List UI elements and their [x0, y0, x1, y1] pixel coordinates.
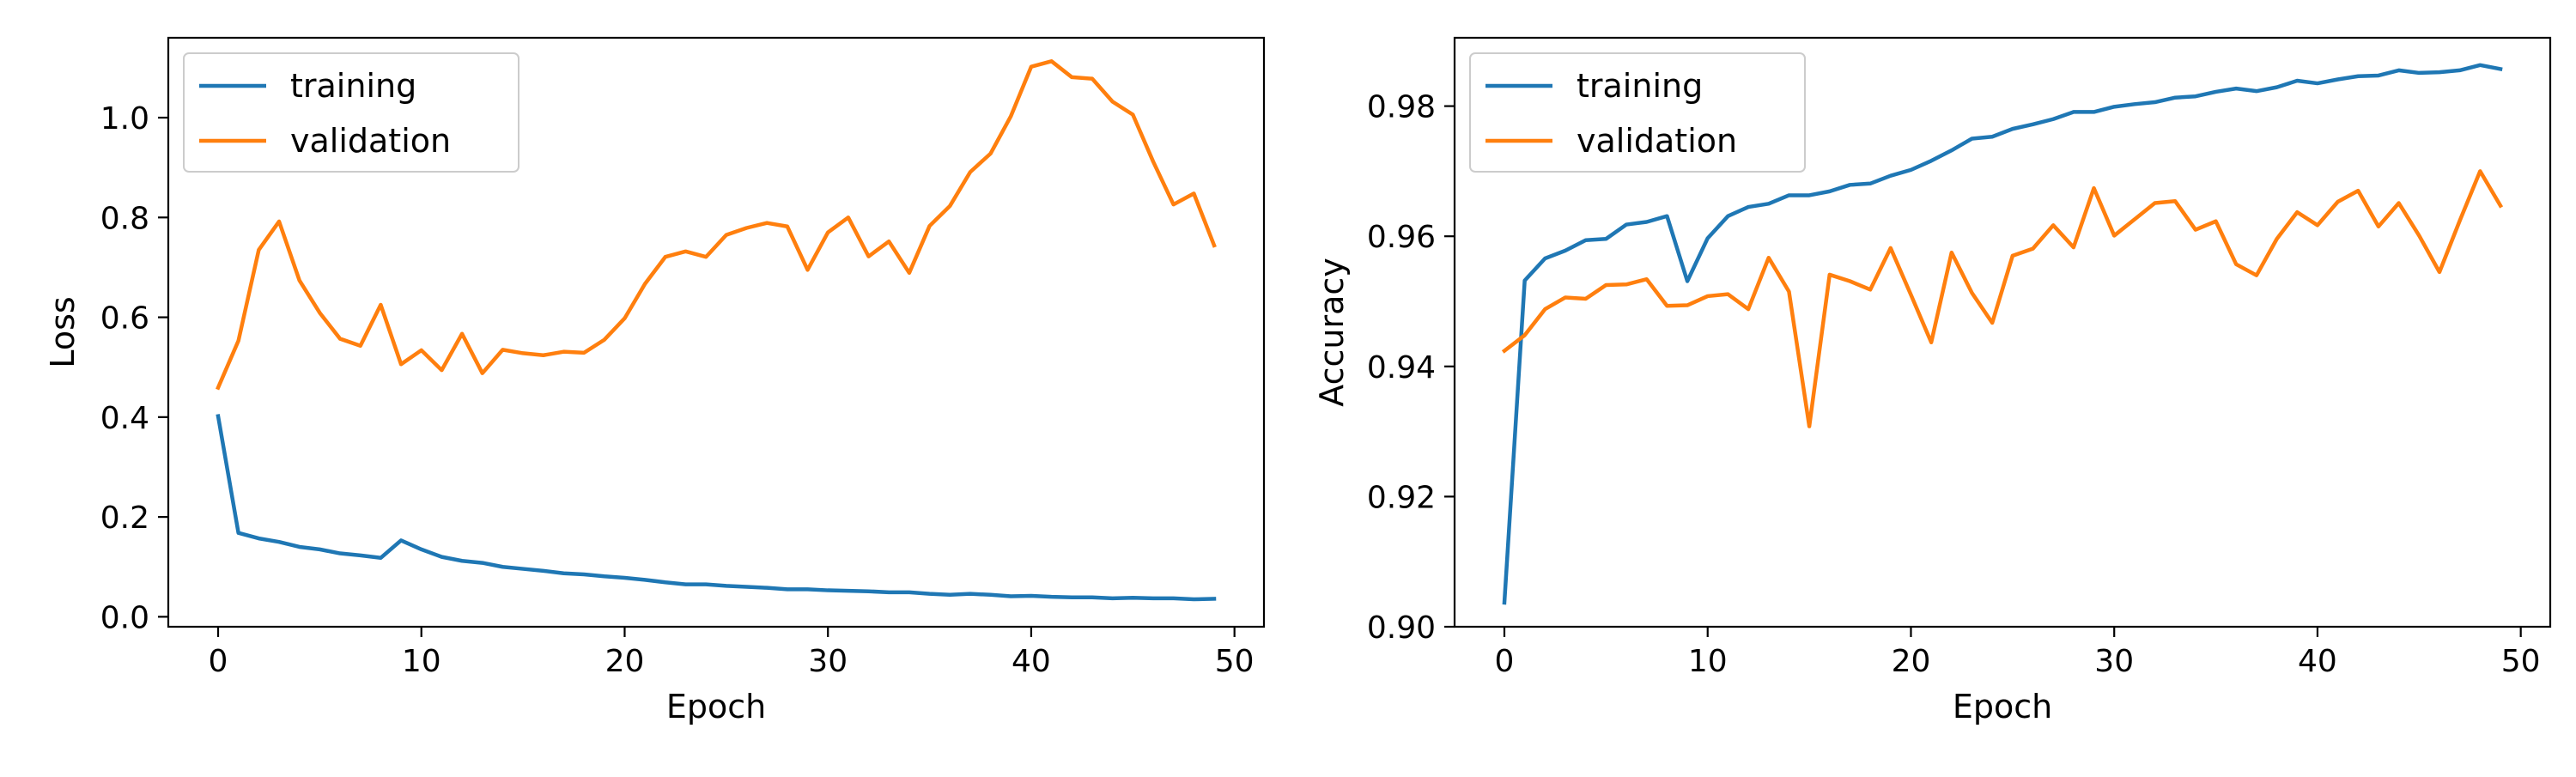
accuracy-y-tick-label: 0.96 — [1367, 220, 1436, 255]
accuracy-chart: 0 10 20 30 40 50 0.90 0.92 0.94 0.96 0.98 Epoch Accu… — [1313, 36, 2552, 725]
accuracy-axes-frame — [1453, 36, 2552, 628]
accuracy-y-tick-label: 0.98 — [1367, 90, 1436, 125]
accuracy-legend: training validation — [1469, 52, 1806, 173]
accuracy-legend-box — [1469, 52, 1806, 173]
loss-y-tick-label: 0.0 — [100, 600, 149, 635]
loss-y-tick-label: 0.8 — [100, 201, 149, 236]
loss-chart: 0 10 20 30 40 50 0.0 0.2 0.4 0.6 0.8 1.0 Epoch Loss tr… — [44, 36, 1266, 725]
loss-x-tick-label: 20 — [605, 644, 645, 679]
loss-legend-label-validation: validation — [290, 122, 451, 160]
loss-y-axis-label: Loss — [44, 296, 82, 367]
accuracy-x-tick-label: 50 — [2501, 644, 2541, 679]
accuracy-series-validation-line — [1501, 169, 2504, 428]
accuracy-legend-label-training: training — [1577, 67, 1703, 105]
loss-x-tick-label: 0 — [209, 644, 228, 679]
loss-x-tick-label: 30 — [808, 644, 848, 679]
loss-series-validation-line — [216, 59, 1217, 391]
accuracy-x-tick-label: 20 — [1892, 644, 1931, 679]
accuracy-x-tick-label: 0 — [1495, 644, 1515, 679]
loss-x-tick-label: 10 — [402, 644, 441, 679]
accuracy-series-training-line — [1502, 63, 2503, 605]
accuracy-x-axis-label: Epoch — [1953, 688, 2052, 725]
accuracy-x-tick-label: 10 — [1688, 644, 1728, 679]
loss-series-training-line — [216, 414, 1217, 602]
accuracy-y-tick-label: 0.92 — [1367, 480, 1436, 515]
loss-x-tick-label: 50 — [1215, 644, 1255, 679]
accuracy-y-tick-label: 0.90 — [1367, 610, 1436, 646]
loss-legend-box — [183, 52, 519, 173]
loss-axes-frame — [167, 36, 1266, 628]
loss-y-tick-label: 0.6 — [100, 301, 149, 337]
loss-y-tick-label: 1.0 — [100, 101, 149, 137]
loss-legend: training validation — [183, 52, 519, 173]
loss-y-tick-label: 0.2 — [100, 501, 149, 536]
loss-legend-label-training: training — [290, 67, 416, 105]
accuracy-x-tick-label: 30 — [2094, 644, 2134, 679]
loss-y-tick-label: 0.4 — [100, 401, 149, 436]
accuracy-x-tick-label: 40 — [2298, 644, 2337, 679]
accuracy-legend-label-validation: validation — [1577, 122, 1737, 160]
loss-x-axis-label: Epoch — [666, 688, 766, 725]
loss-x-tick-label: 40 — [1012, 644, 1051, 679]
accuracy-y-tick-label: 0.94 — [1367, 350, 1436, 385]
accuracy-y-axis-label: Accuracy — [1313, 258, 1351, 407]
